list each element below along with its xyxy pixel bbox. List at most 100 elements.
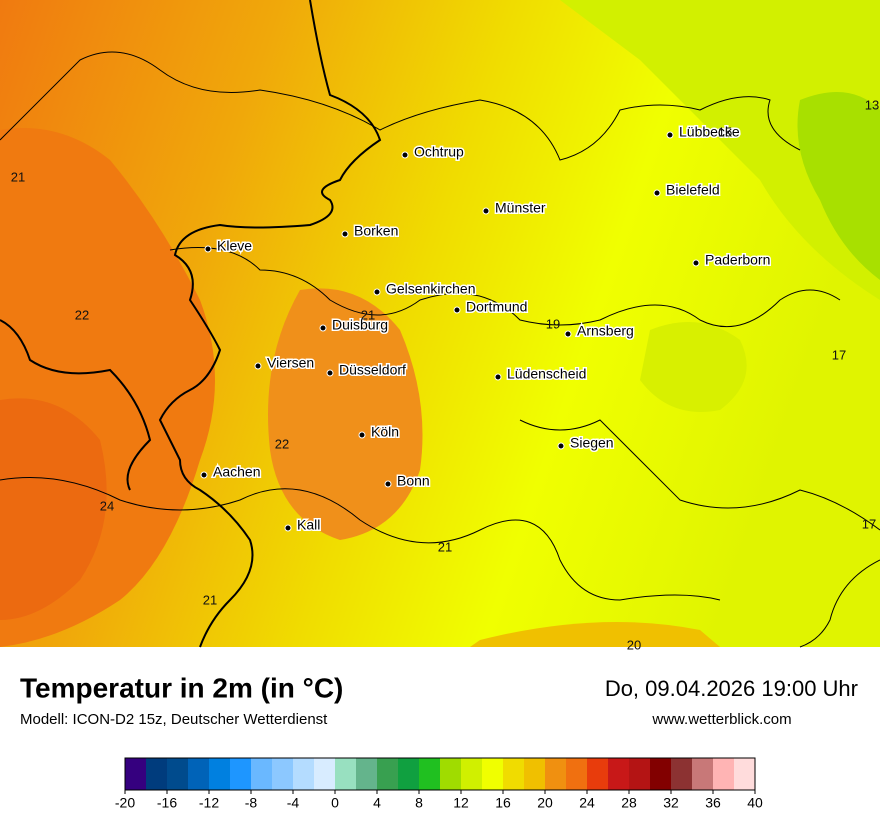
colorbar-tick-label: 0 [331, 795, 339, 811]
colorbar-tick-label: -20 [115, 795, 135, 811]
city-dot [557, 442, 565, 450]
city-dot [401, 151, 409, 159]
colorbar-segment [713, 758, 735, 790]
colorbar-segment [419, 758, 441, 790]
city-label: Borken [354, 223, 398, 239]
city-dot [200, 471, 208, 479]
city-label: Köln [371, 424, 399, 440]
colorbar-tick-label: -16 [157, 795, 177, 811]
city-label: Duisburg [332, 317, 388, 333]
colorbar-segment [629, 758, 651, 790]
colorbar-segment [482, 758, 504, 790]
colorbar-segment [587, 758, 609, 790]
contour-label: 21 [361, 307, 375, 322]
city-dot [692, 259, 700, 267]
city-label: Münster [495, 200, 546, 216]
contour-label: 15 [718, 124, 732, 139]
contour-label: 21 [438, 539, 452, 554]
contour-label: 21 [203, 592, 217, 607]
city-label: Bielefeld [666, 182, 720, 198]
colorbar-frame [124, 757, 756, 791]
colorbar-segment [734, 758, 756, 790]
colorbar-segment [503, 758, 525, 790]
colorbar-segment [125, 758, 147, 790]
colorbar-segment [272, 758, 294, 790]
colorbar-segment [524, 758, 546, 790]
city-label: Ochtrup [414, 144, 464, 160]
city-label: Arnsberg [577, 323, 634, 339]
colorbar-segment [440, 758, 462, 790]
colorbar-tick-label: 32 [663, 795, 679, 811]
colorbar-tick-label: 36 [705, 795, 721, 811]
colorbar-segment [692, 758, 714, 790]
map [0, 0, 880, 648]
city-dot [384, 480, 392, 488]
contour-label: 17 [862, 516, 876, 531]
city-label: Düsseldorf [339, 362, 406, 378]
colorbar-segment [314, 758, 336, 790]
colorbar-segment [251, 758, 273, 790]
subtitle: Modell: ICON-D2 15z, Deutscher Wetterdie… [20, 711, 328, 728]
website: www.wetterblick.com [651, 711, 791, 728]
colorbar-segment [209, 758, 231, 790]
colorbar-tick-label: 8 [415, 795, 423, 811]
colorbar-segment [167, 758, 189, 790]
city-dot [284, 524, 292, 532]
contour-label: 22 [275, 436, 289, 451]
city-dot [564, 330, 572, 338]
colorbar-tick-label: -4 [287, 795, 300, 811]
city-dot [653, 189, 661, 197]
contour-label: 21 [11, 169, 25, 184]
city-label: Aachen [213, 464, 260, 480]
colorbar-segment [356, 758, 378, 790]
city-dot [494, 373, 502, 381]
colorbar-tick-label: 40 [747, 795, 763, 811]
city-dot [373, 288, 381, 296]
city-label: Bonn [397, 473, 430, 489]
colorbar-segment [545, 758, 567, 790]
city-dot [204, 245, 212, 253]
city-dot [326, 369, 334, 377]
city-label: Lüdenscheid [507, 366, 586, 382]
contour-label: 22 [75, 307, 89, 322]
cities: Ochtrup Lübbecke Bielefeld Münster Borken Kle… [200, 122, 772, 534]
colorbar-segment [608, 758, 630, 790]
city-label: Siegen [570, 435, 614, 451]
colorbar-segment [671, 758, 693, 790]
title: Temperatur in 2m (in °C) [20, 672, 343, 703]
colorbar-tick-label: 28 [621, 795, 637, 811]
colorbar-segment [650, 758, 672, 790]
colorbar-segment [335, 758, 357, 790]
city-label: Kall [297, 517, 320, 533]
colorbar-tick-label: 16 [495, 795, 511, 811]
city-dot [453, 306, 461, 314]
contour-label: 24 [100, 498, 114, 513]
colorbar-segment [188, 758, 210, 790]
colorbar-tick-label: 20 [537, 795, 553, 811]
city-label: Gelsenkirchen [386, 281, 476, 297]
colorbar-tick-label: 4 [373, 795, 381, 811]
contour-label: 20 [627, 637, 641, 652]
colorbar: -20 -16 -12 -8 -4 0 4 8 12 16 20 24 28 32 36 40 [115, 757, 763, 811]
contour-label: 17 [832, 347, 846, 362]
city-dot [341, 230, 349, 238]
colorbar-segment [377, 758, 399, 790]
colorbar-segment [398, 758, 420, 790]
colorbar-segment [566, 758, 588, 790]
colorbar-segment [461, 758, 483, 790]
city-label: Viersen [267, 355, 314, 371]
city-dot [319, 324, 327, 332]
date: Do, 09.04.2026 19:00 Uhr [605, 676, 858, 701]
city-label: Lübbecke [679, 124, 740, 140]
city-dot [666, 131, 674, 139]
city-label: Dortmund [466, 299, 527, 315]
colorbar-segment [293, 758, 315, 790]
city-dot [482, 207, 490, 215]
city-label: Kleve [217, 238, 252, 254]
city-label: Paderborn [705, 252, 770, 268]
colorbar-segment [146, 758, 168, 790]
colorbar-segment [230, 758, 252, 790]
colorbar-tick-label: -8 [245, 795, 258, 811]
contour-label: 13 [865, 97, 879, 112]
